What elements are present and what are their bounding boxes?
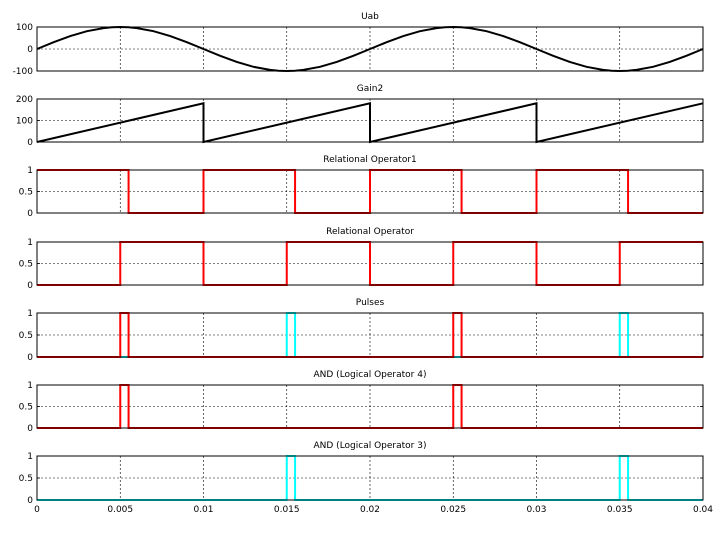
series-line [37,169,703,214]
y-tick-label: 1 [27,166,33,176]
x-tick-label: 0.015 [274,505,300,515]
y-tick-label: 1 [27,381,33,391]
y-tick-label: 1 [27,238,33,248]
panel-title: Relational Operator [326,227,414,237]
y-tick-label: -100 [13,67,34,77]
panel-title: Gain2 [357,84,383,94]
scope-panel: Pulses 1 0.5 0 [19,298,704,363]
plot-frame [36,26,704,72]
scope-panel: Relational Operator 1 0.5 0 [19,227,704,291]
y-tick-label: 0.5 [19,260,33,270]
series-line [36,102,704,144]
plot-frame [36,312,704,358]
y-tick-label: 1 [27,452,33,462]
series-line [37,241,703,286]
x-tick-label: 0.01 [193,505,213,515]
y-tick-label: 200 [16,95,33,105]
y-tick-label: 0.5 [19,474,33,484]
x-tick-label: 0.025 [440,505,466,515]
y-tick-label: 0 [27,496,33,506]
x-tick-label: 0.03 [526,505,546,515]
panel-title: Uab [361,12,379,22]
y-tick-label: 0 [27,45,33,55]
y-tick-label: 100 [16,117,33,127]
series-line [36,25,704,73]
scope-panel: Gain2 200 100 0 [16,84,704,148]
plot-frame [36,241,704,286]
scope-panel: AND (Logical Operator 3) 1 0.5 00 0.005 0.01 0… [19,441,714,515]
y-tick-label: 1 [27,309,33,319]
x-tick-label: 0.035 [607,505,633,515]
panel-title: AND (Logical Operator 3) [314,441,427,451]
plot-frame [36,98,704,143]
x-tick-label: 0.005 [107,505,133,515]
plot-frame [36,169,704,214]
scope-panel: AND (Logical Operator 4) 1 0.5 0 [19,370,704,434]
scope-panel: Relational Operator1 1 0.5 0 [19,155,704,219]
panel-title: Pulses [356,298,385,308]
y-tick-label: 100 [16,23,33,33]
x-tick-label: 0 [34,505,40,515]
y-tick-label: 0.5 [19,331,33,341]
y-tick-label: 0.5 [19,403,33,413]
y-tick-label: 0 [27,281,33,291]
y-tick-label: 0.5 [19,188,33,198]
y-tick-label: 0 [27,209,33,219]
y-tick-label: 0 [27,353,33,363]
plot-frame [36,455,704,501]
scope-panel: Uab 100 0 -100 [13,12,704,77]
panel-title: Relational Operator1 [323,155,417,165]
y-tick-label: 0 [27,138,33,148]
panel-title: AND (Logical Operator 4) [314,370,427,380]
x-tick-label: 0.02 [360,505,380,515]
y-tick-label: 0 [27,424,33,434]
plot-frame [36,384,704,429]
x-tick-label: 0.04 [693,505,713,515]
